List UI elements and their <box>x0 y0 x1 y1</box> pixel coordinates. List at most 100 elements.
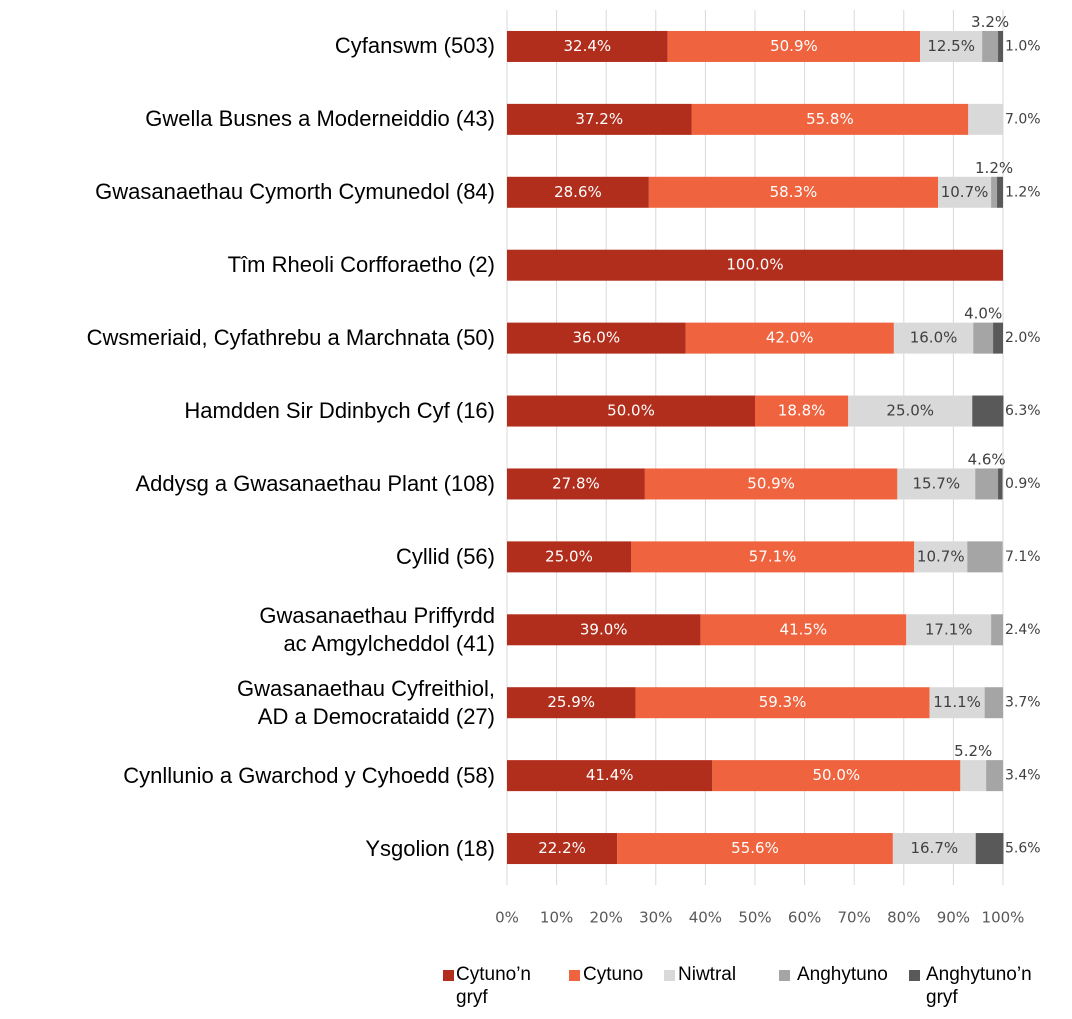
bar-segment <box>635 687 930 719</box>
data-label: 25.9% <box>547 693 595 711</box>
x-tick-label: 50% <box>738 909 771 927</box>
bar-segment <box>914 541 968 573</box>
legend-label: Anghytuno’n gryf <box>926 964 1032 1008</box>
data-label: 100.0% <box>726 256 783 274</box>
category-label: Gwasanaethau Cymorth Cymunedol (84) <box>95 179 495 205</box>
bar-segment <box>755 395 849 427</box>
data-label: 15.7% <box>912 474 960 492</box>
data-label: 7.0% <box>1005 111 1041 127</box>
x-tick-label: 100% <box>982 909 1025 927</box>
bar-segment <box>507 30 668 62</box>
data-label: 1.0% <box>1005 38 1041 54</box>
bar-segment <box>920 30 983 62</box>
bar-segment <box>848 395 973 427</box>
data-label: 25.0% <box>886 402 934 420</box>
bar-segment <box>975 468 999 500</box>
data-label: 22.2% <box>538 839 586 857</box>
bar-segment <box>507 395 755 427</box>
bar-segment <box>968 103 1003 135</box>
data-label: 32.4% <box>564 37 612 55</box>
data-label: 58.3% <box>770 183 818 201</box>
data-label: 1.2% <box>1005 184 1041 200</box>
bar-segment <box>984 687 1003 719</box>
data-label: 1.2% <box>975 159 1013 177</box>
data-label: 59.3% <box>759 693 807 711</box>
legend-swatch <box>569 970 580 981</box>
bar-segment <box>960 760 987 792</box>
x-tick-label: 30% <box>639 909 672 927</box>
data-label: 50.0% <box>813 766 861 784</box>
data-label: 55.8% <box>806 110 854 128</box>
data-label: 16.7% <box>910 839 958 857</box>
data-label: 41.4% <box>586 766 634 784</box>
data-label: 2.4% <box>1005 622 1041 638</box>
data-label: 16.0% <box>910 329 958 347</box>
data-label: 5.2% <box>954 742 992 760</box>
bar-segment <box>648 176 939 208</box>
data-label: 18.8% <box>778 402 826 420</box>
bar-segment <box>997 176 1003 208</box>
bar-segment <box>700 614 907 646</box>
data-label: 36.0% <box>572 329 620 347</box>
legend-label: Cytuno <box>583 964 644 985</box>
bar-segment <box>938 176 992 208</box>
data-label: 25.0% <box>545 547 593 565</box>
bar-segment <box>893 322 974 354</box>
bar-segment <box>667 30 921 62</box>
bar-segment <box>972 395 1004 427</box>
bar-segment <box>507 103 692 135</box>
data-label: 41.5% <box>780 620 828 638</box>
legend-label: Cytuno’n gryf <box>456 964 531 1008</box>
x-tick-label: 80% <box>887 909 920 927</box>
bar-segment <box>507 541 631 573</box>
data-label: 10.7% <box>917 547 965 565</box>
bar-segment <box>507 687 636 719</box>
legend-swatch <box>909 970 920 981</box>
data-label: 50.9% <box>770 37 818 55</box>
data-label: 7.1% <box>1005 549 1041 565</box>
category-label: Cyllid (56) <box>395 543 495 569</box>
data-label: 12.5% <box>927 37 975 55</box>
bar-segment <box>507 322 686 354</box>
bar-segment <box>631 541 915 573</box>
bar-segment <box>973 322 994 354</box>
data-label: 5.6% <box>1005 841 1041 857</box>
bar-segment <box>986 760 1003 792</box>
bar-segment <box>617 833 893 865</box>
data-label: 3.7% <box>1005 695 1041 711</box>
data-label: 10.7% <box>941 183 989 201</box>
bar-segment <box>507 833 618 865</box>
data-label: 55.6% <box>731 839 779 857</box>
legend-swatch <box>664 970 675 981</box>
legend-swatch <box>443 970 454 981</box>
bar-segment <box>507 468 645 500</box>
bar-segment <box>507 614 701 646</box>
x-tick-label: 90% <box>937 909 970 927</box>
data-label: 11.1% <box>933 693 981 711</box>
data-label: 4.6% <box>968 450 1006 468</box>
data-label: 0.9% <box>1005 476 1041 492</box>
bar-segment <box>991 614 1003 646</box>
bar-segment <box>507 176 649 208</box>
data-label: 37.2% <box>575 110 623 128</box>
category-label: Ysgolion (18) <box>365 835 495 861</box>
bar-segment <box>993 322 1003 354</box>
category-label: Cyfanswm (503) <box>334 33 495 59</box>
data-label: 17.1% <box>925 620 973 638</box>
x-tick-label: 20% <box>590 909 623 927</box>
bar-segment <box>982 30 999 62</box>
data-label: 50.9% <box>747 474 795 492</box>
bar-segment <box>906 614 992 646</box>
data-label: 3.4% <box>1005 768 1041 784</box>
data-label: 39.0% <box>580 620 628 638</box>
category-label: Gwella Busnes a Moderneiddio (43) <box>145 106 495 132</box>
bar-segment <box>712 760 961 792</box>
bar-segment <box>929 687 985 719</box>
category-label: Cynllunio a Gwarchod y Cyhoedd (58) <box>123 762 495 788</box>
bar-segment <box>998 30 1003 62</box>
x-tick-label: 70% <box>838 909 871 927</box>
bar-segment <box>507 249 1003 281</box>
data-label: 42.0% <box>766 329 814 347</box>
